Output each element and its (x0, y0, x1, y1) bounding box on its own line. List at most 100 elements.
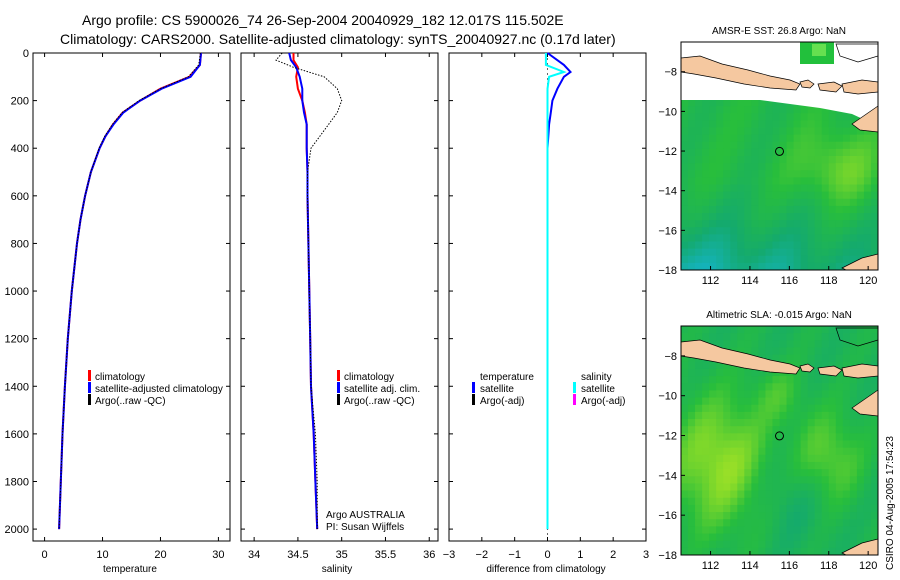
sla-map-cell (842, 533, 851, 542)
sla-map-cell (800, 419, 809, 427)
difference-x-tick-label: −3 (443, 549, 456, 561)
sla-map-cell (849, 483, 858, 492)
sla-map-cell (800, 390, 809, 399)
sla-map-cell (856, 354, 865, 363)
sst-map-cell (772, 241, 781, 250)
sla-map-cell (779, 469, 788, 477)
sla-map-cell (807, 426, 816, 434)
sla-map-cell (814, 419, 823, 427)
sla-map-cell (681, 447, 689, 456)
sst-map-cell (835, 220, 844, 228)
sla-map-cell (814, 361, 823, 370)
sst-map-cell (758, 141, 767, 150)
sla-map-cell (772, 333, 781, 341)
sst-map-cell (695, 127, 703, 136)
sla-map-cell (765, 347, 774, 356)
sla-map-cell (758, 340, 767, 349)
sst-map-cell (751, 120, 759, 129)
sst-map-cell (835, 205, 844, 214)
sla-map-cell (751, 461, 759, 470)
sla-map-cell (758, 326, 767, 334)
sla-map-cell (681, 519, 689, 527)
sla-map-cell (807, 540, 816, 549)
sla-map-cell (856, 454, 865, 463)
sst-map-cell (807, 156, 816, 164)
sla-map-cell (849, 411, 858, 420)
sst-map-cell (737, 120, 745, 129)
sst-map-cell (730, 106, 738, 114)
sst-map-cell (800, 191, 809, 200)
sla-map-cell (863, 526, 872, 535)
sla-map-cell (863, 461, 872, 470)
sla-map-cell (842, 461, 851, 470)
sla-map-cell (786, 333, 795, 341)
sla-map-cell (723, 540, 731, 549)
sst-map-cell (814, 148, 823, 157)
sst-map-cell (744, 163, 752, 171)
sla-map-cell (807, 519, 816, 527)
sst-map-cell (870, 227, 878, 235)
sst-map-cell (716, 255, 724, 264)
sla-map-cell (821, 354, 830, 363)
sla-map-cell (765, 526, 774, 535)
sst-map-cell (723, 177, 731, 186)
sst-map-cell (779, 170, 788, 178)
sst-map-cell (779, 248, 788, 257)
sla-map-cell (807, 512, 816, 520)
sla-map-cell (842, 476, 851, 485)
sst-map-cell (709, 220, 717, 228)
sla-map-cell (863, 504, 872, 513)
sla-map-cell (849, 397, 858, 406)
sst-map-cell (772, 120, 781, 129)
sst-map-cell (772, 184, 781, 193)
sla-map-cell (758, 404, 767, 413)
sst-map-cell (751, 213, 759, 221)
sst-map-cell (688, 241, 696, 250)
sst-map-cell (870, 198, 878, 207)
sst-map-cell (716, 191, 724, 200)
sla-map-cell (688, 490, 696, 499)
sla-map-cell (786, 426, 795, 434)
sla-map-cell (793, 469, 802, 477)
sst-map-cell (765, 262, 774, 270)
sst-map-cell (688, 170, 696, 178)
sla-map-cell (730, 519, 738, 527)
sla-map-cell (751, 433, 759, 442)
sla-map-cell (737, 390, 745, 399)
sst-map-cell (744, 134, 752, 143)
sla-map-cell (751, 504, 759, 513)
sst-map-cell (681, 213, 689, 221)
sst-map-cell (758, 198, 767, 207)
sla-map-cell (779, 376, 788, 384)
sla-map-cell (716, 483, 724, 492)
sla-map-cell (772, 433, 781, 442)
sla-map-cell (765, 504, 774, 513)
sla-map-cell (807, 361, 816, 370)
sst-map-cell (779, 120, 788, 129)
sla-map-cell (737, 397, 745, 406)
sla-map-cell (807, 490, 816, 499)
sst-map-cell (702, 106, 710, 114)
sla-map-cell (863, 326, 872, 334)
sst-map-cell (779, 213, 788, 221)
sla-map-cell (772, 504, 781, 513)
sla-map-cell (863, 454, 872, 463)
sst-map-cell (765, 113, 774, 121)
sla-map-cell (744, 390, 752, 399)
sla-map-cell (688, 519, 696, 527)
sst-map-cell (772, 163, 781, 171)
sst-map-cell (681, 198, 689, 207)
sla-map-cell (723, 504, 731, 513)
sla-map-y-tick-label: −16 (658, 510, 677, 522)
sst-map-cell (807, 191, 816, 200)
sla-map-cell (723, 519, 731, 527)
sla-map-cell (772, 526, 781, 535)
sst-map-cell (751, 241, 759, 250)
sst-map-cell (688, 205, 696, 214)
sla-map-cell (786, 433, 795, 442)
sst-map-cell (702, 113, 710, 121)
sla-map-cell (695, 411, 703, 420)
sst-map-cell (835, 127, 844, 136)
sla-map-cell (863, 347, 872, 356)
